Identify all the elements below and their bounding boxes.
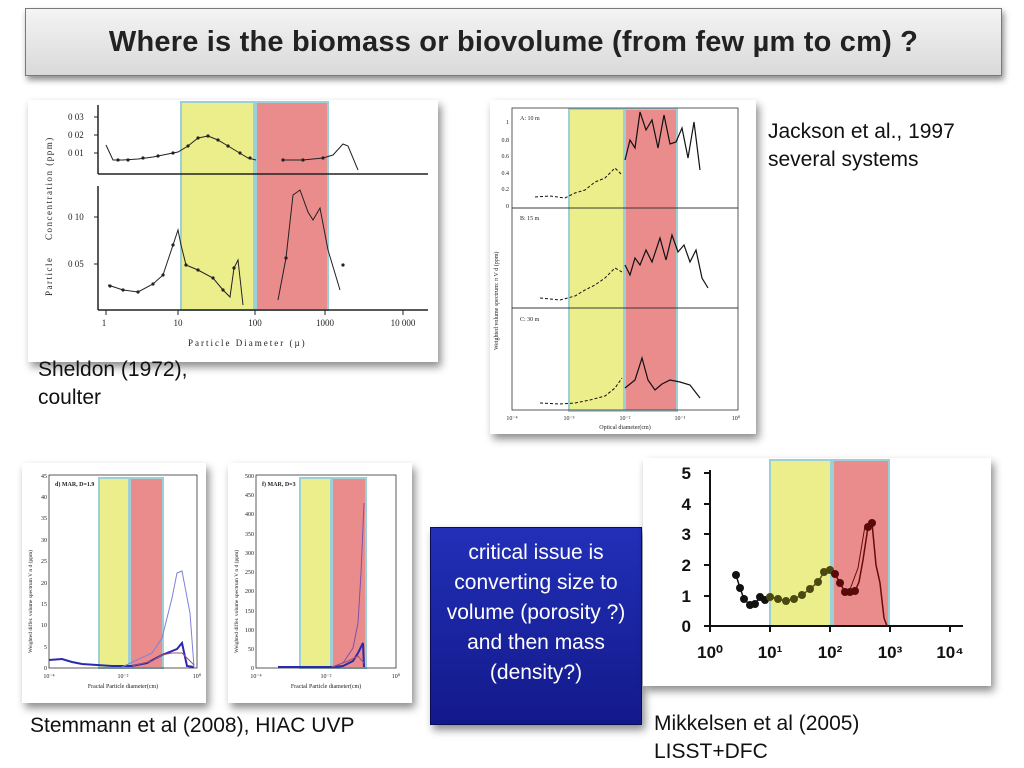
stemmann-d-y-tick: 25 — [41, 559, 47, 565]
jackson-y-tick: 0.2 — [502, 187, 510, 193]
jackson-panel-label: A: 10 m — [520, 116, 540, 122]
jackson-x-tick: 10⁻⁴ — [506, 416, 517, 422]
sheldon-x-tick: 100 — [248, 318, 262, 328]
mikkelsen-y-tick: 3 — [682, 525, 691, 544]
mikkelsen-y-tick: 4 — [682, 495, 692, 514]
jackson-caption: Jackson et al., 1997 several systems — [768, 120, 955, 171]
callout-box: critical issue is converting size to vol… — [430, 527, 642, 725]
mikkelsen-y-tick: 1 — [682, 587, 691, 606]
mikkelsen-y-tick: 2 — [682, 556, 691, 575]
jackson-plot-panel: A: 10 m B: 15 m C: 30 m 1 0.8 0.6 0.4 0.… — [490, 100, 756, 434]
stemmann-d-y-tick: 15 — [41, 602, 47, 608]
jackson-panel-label: B: 15 m — [520, 216, 540, 222]
jackson-x-tick: 10⁻³ — [564, 416, 575, 422]
stemmann-d-y-tick: 0 — [44, 666, 47, 672]
stemmann-f-y-tick: 350 — [245, 532, 254, 538]
mikkelsen-caption: Mikkelsen et al (2005) LISST+DFC — [654, 712, 860, 763]
sheldon-x-tick: 1000 — [316, 318, 335, 328]
sheldon-y-label-1: Particle — [44, 257, 54, 297]
stemmann-f-y-tick: 400 — [245, 512, 254, 518]
sheldon-plot-panel: 0 03 0 02 0 01 0 10 0 05 1 10 100 1000 1… — [28, 100, 438, 362]
stemmann-d-x-label: Fractal Particle diameter(cm) — [88, 683, 158, 690]
sheldon-x-tick: 10 000 — [391, 318, 416, 328]
jackson-y-tick: 0 — [506, 204, 509, 210]
stemmann-f-x-label: Fractal Particle diameter(cm) — [291, 683, 361, 690]
jackson-x-tick: 10⁻¹ — [675, 416, 686, 422]
mikkelsen-x-tick: 10² — [818, 643, 843, 662]
slide-title: Where is the biomass or biovolume (from … — [108, 26, 919, 58]
stemmann-d-y-tick: 40 — [41, 495, 47, 501]
stemmann-d-x-tick: 10⁰ — [193, 673, 202, 680]
sheldon-bottom-tick: 0 10 — [68, 212, 84, 222]
stemmann-d-y-tick: 35 — [41, 516, 47, 522]
stemmann-d-y-tick: 45 — [41, 474, 47, 480]
sheldon-caption: Sheldon (1972), coulter — [38, 358, 188, 409]
stemmann-f-x-tick: 10⁻⁴ — [250, 674, 261, 680]
stemmann-f-y-tick: 200 — [245, 589, 254, 595]
stemmann-caption: Stemmann et al (2008), HIAC UVP — [30, 714, 355, 737]
mikkelsen-x-tick: 10⁴ — [936, 643, 963, 662]
sheldon-top-tick: 0 01 — [68, 148, 84, 158]
stemmann-f-panel-label: f) MAR, D=3 — [262, 481, 296, 488]
mikkelsen-x-tick: 10⁰ — [697, 643, 723, 662]
sheldon-x-tick: 10 — [174, 318, 184, 328]
stemmann-d-panel-label: d) MAR, D=1.9 — [55, 481, 94, 488]
sheldon-bottom-tick: 0 05 — [68, 259, 84, 269]
stemmann-f-y-tick: 450 — [245, 493, 254, 499]
jackson-y-tick: 0.8 — [502, 138, 510, 144]
sheldon-plot: 0 03 0 02 0 01 0 10 0 05 1 10 100 1000 1… — [44, 101, 428, 348]
stemmann-f-y-tick: 100 — [245, 628, 254, 634]
jackson-plot: A: 10 m B: 15 m C: 30 m 1 0.8 0.6 0.4 0.… — [493, 107, 741, 431]
jackson-panel-label: C: 30 m — [520, 317, 540, 323]
stemmann-f-plot: f) MAR, D=3 500 450 400 350 300 250 200 … — [233, 474, 401, 690]
stemmann-d-plot-panel: d) MAR, D=1.9 45 40 35 30 25 20 15 10 5 … — [22, 463, 206, 703]
jackson-x-tick: 10⁰ — [732, 415, 741, 422]
sheldon-top-tick: 0 02 — [68, 130, 84, 140]
mikkelsen-plot: 5 4 3 2 1 0 10⁰ 10¹ 10² 10³ 10⁴ — [682, 459, 964, 662]
jackson-y-label: Weighted volume spectrum: π V d (ppm) — [493, 252, 500, 350]
jackson-y-tick: 1 — [506, 120, 509, 126]
stemmann-d-y-tick: 20 — [41, 581, 47, 587]
mikkelsen-x-tick: 10¹ — [758, 643, 783, 662]
sheldon-x-label: Particle Diameter (µ) — [188, 338, 307, 348]
stemmann-f-y-tick: 0 — [251, 666, 254, 672]
stemmann-f-y-tick: 150 — [245, 609, 254, 615]
slide-title-bar: Where is the biomass or biovolume (from … — [25, 8, 1002, 76]
sheldon-top-tick: 0 03 — [68, 112, 84, 122]
stemmann-f-x-tick: 10⁻² — [321, 674, 332, 680]
stemmann-d-y-label: Weighted differ. volume spectrum V n d (… — [27, 550, 34, 653]
stemmann-d-x-tick: 10⁻⁴ — [43, 674, 54, 680]
stemmann-f-y-tick: 250 — [245, 570, 254, 576]
jackson-x-tick: 10⁻² — [620, 416, 631, 422]
stemmann-d-plot: d) MAR, D=1.9 45 40 35 30 25 20 15 10 5 … — [27, 474, 202, 690]
sheldon-y-label-2: Concentration (ppm) — [44, 136, 54, 240]
stemmann-f-y-label: Weighted differ. volume spectrum V n d (… — [233, 550, 240, 653]
mikkelsen-y-tick: 5 — [682, 464, 691, 483]
mikkelsen-x-tick: 10³ — [878, 643, 903, 662]
jackson-y-tick: 0.4 — [502, 171, 510, 177]
stemmann-f-y-tick: 500 — [245, 474, 254, 480]
stemmann-d-y-tick: 5 — [44, 645, 47, 651]
stemmann-d-x-tick: 10⁻² — [118, 674, 129, 680]
stemmann-f-plot-panel: f) MAR, D=3 500 450 400 350 300 250 200 … — [228, 463, 412, 703]
stemmann-f-y-tick: 300 — [245, 551, 254, 557]
stemmann-d-y-tick: 30 — [41, 538, 47, 544]
stemmann-f-x-tick: 10⁰ — [392, 673, 401, 680]
sheldon-x-tick: 1 — [102, 318, 107, 328]
stemmann-d-y-tick: 10 — [41, 623, 47, 629]
jackson-y-tick: 0.6 — [502, 154, 510, 160]
mikkelsen-y-tick: 0 — [682, 617, 691, 636]
jackson-x-label: Optical diameter(cm) — [599, 424, 650, 431]
stemmann-f-y-tick: 50 — [248, 647, 254, 653]
mikkelsen-plot-panel: 5 4 3 2 1 0 10⁰ 10¹ 10² 10³ 10⁴ — [643, 458, 991, 686]
